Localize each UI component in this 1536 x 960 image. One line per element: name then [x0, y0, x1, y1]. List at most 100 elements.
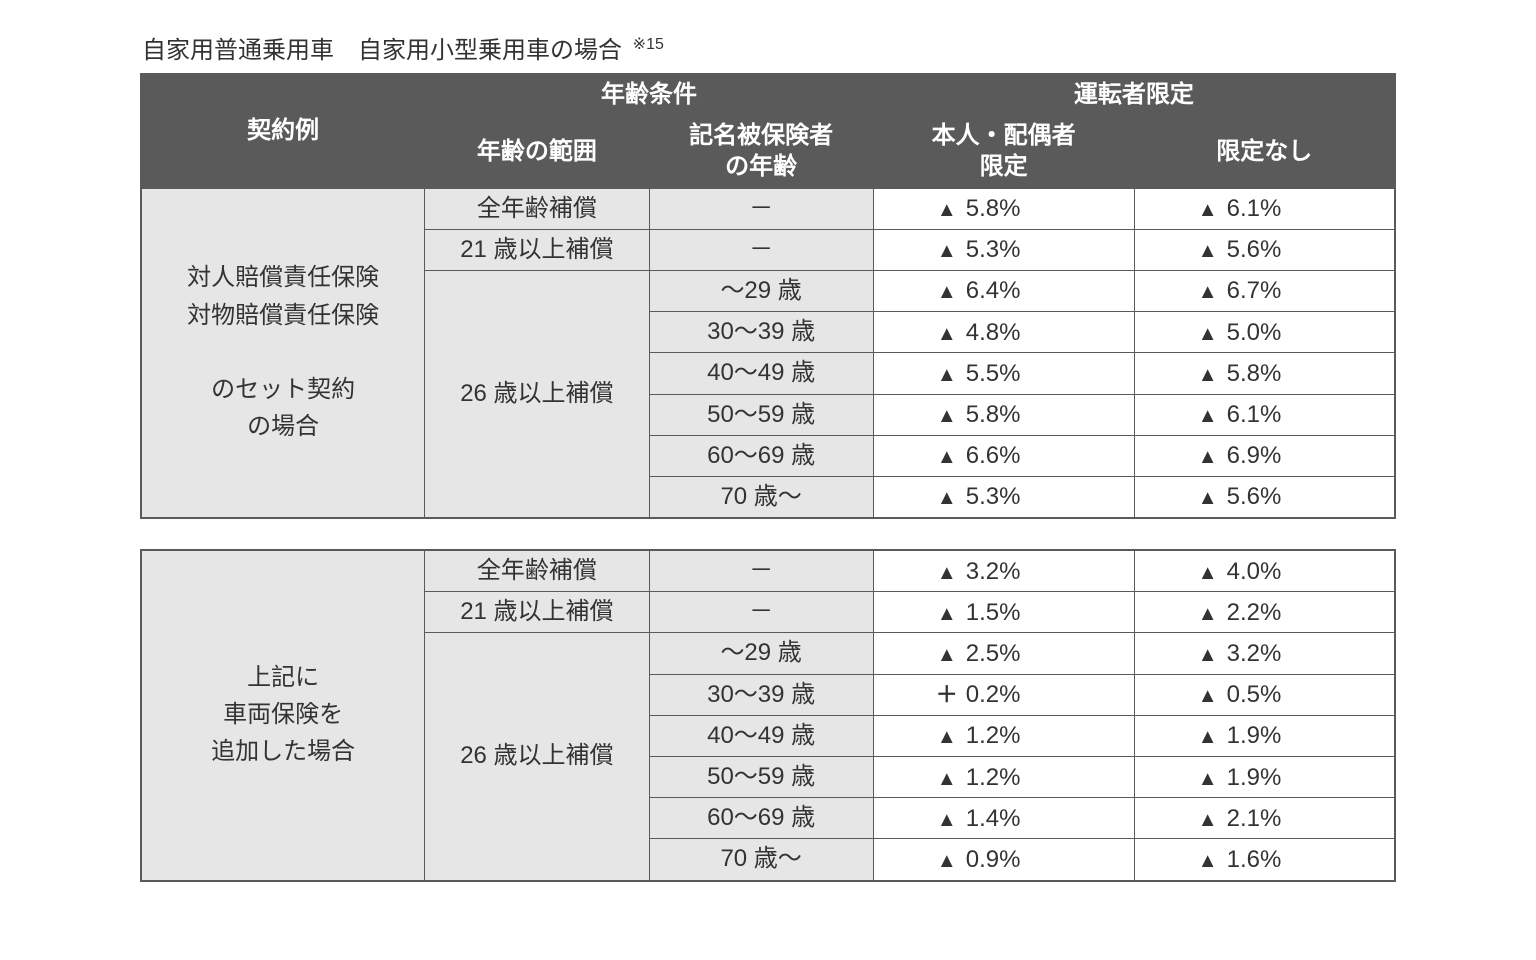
value-text: 0.2%: [966, 679, 1021, 710]
triangle-up-icon: [1197, 762, 1219, 793]
triangle-up-icon: [1197, 317, 1219, 348]
value-text: 5.6%: [1227, 234, 1282, 265]
value-text: 3.2%: [966, 556, 1021, 587]
value-cell: 6.6%: [873, 435, 1134, 476]
value-cell: 5.0%: [1134, 312, 1395, 353]
value-cell: 0.2%: [873, 674, 1134, 715]
th-driver-limit: 運転者限定: [873, 74, 1395, 116]
value-cell: 5.8%: [873, 394, 1134, 435]
value-text: 5.8%: [1227, 358, 1282, 389]
value-text: 4.8%: [966, 317, 1021, 348]
value-cell: 1.9%: [1134, 715, 1395, 756]
triangle-up-icon: [936, 720, 958, 751]
value-cell: 1.2%: [873, 715, 1134, 756]
tbody-1: 対人賠償責任保険対物賠償責任保険のセット契約の場合全年齢補償－5.8%6.1%2…: [141, 188, 1395, 518]
value-cell: 3.2%: [1134, 633, 1395, 674]
age-range-cell: 26 歳以上補償: [425, 270, 649, 518]
value-text: 1.6%: [1227, 844, 1282, 875]
value-text: 1.2%: [966, 762, 1021, 793]
age-range-cell: 26 歳以上補償: [425, 633, 649, 881]
named-age-cell: 60～69 歳: [649, 798, 873, 839]
value-cell: 6.9%: [1134, 435, 1395, 476]
value-text: 5.5%: [966, 358, 1021, 389]
th-age-cond: 年齢条件: [425, 74, 874, 116]
value-text: 6.7%: [1227, 275, 1282, 306]
value-cell: 4.8%: [873, 312, 1134, 353]
value-cell: 5.5%: [873, 353, 1134, 394]
value-cell: 0.9%: [873, 839, 1134, 881]
table-row: 上記に車両保険を追加した場合全年齢補償－3.2%4.0%: [141, 550, 1395, 592]
value-cell: 1.2%: [873, 757, 1134, 798]
value-cell: 2.2%: [1134, 592, 1395, 633]
named-age-cell: －: [649, 229, 873, 270]
age-range-cell: 21 歳以上補償: [425, 229, 649, 270]
page-heading: 自家用普通乗用車 自家用小型乗用車の場合 ※15: [142, 30, 1396, 65]
triangle-up-icon: [1197, 803, 1219, 834]
triangle-up-icon: [1197, 275, 1219, 306]
value-cell: 1.4%: [873, 798, 1134, 839]
triangle-up-icon: [1197, 597, 1219, 628]
th-contract: 契約例: [141, 74, 425, 188]
triangle-up-icon: [1197, 481, 1219, 512]
triangle-up-icon: [1197, 638, 1219, 669]
value-cell: 2.1%: [1134, 798, 1395, 839]
value-text: 5.3%: [966, 481, 1021, 512]
value-text: 5.0%: [1227, 317, 1282, 348]
value-text: 1.9%: [1227, 720, 1282, 751]
value-text: 6.6%: [966, 440, 1021, 471]
named-age-cell: 40～49 歳: [649, 353, 873, 394]
value-text: 5.8%: [966, 399, 1021, 430]
triangle-up-icon: [1197, 399, 1219, 430]
value-text: 3.2%: [1227, 638, 1282, 669]
value-text: 1.4%: [966, 803, 1021, 834]
triangle-up-icon: [936, 193, 958, 224]
th-no-limit: 限定なし: [1134, 116, 1395, 188]
value-cell: 6.1%: [1134, 188, 1395, 229]
triangle-up-icon: [1197, 720, 1219, 751]
value-cell: 1.6%: [1134, 839, 1395, 881]
triangle-up-icon: [936, 440, 958, 471]
triangle-up-icon: [936, 844, 958, 875]
tbody-2: 上記に車両保険を追加した場合全年齢補償－3.2%4.0%21 歳以上補償－1.5…: [141, 550, 1395, 881]
value-text: 1.5%: [966, 597, 1021, 628]
value-text: 2.5%: [966, 638, 1021, 669]
triangle-up-icon: [1197, 358, 1219, 389]
value-text: 6.1%: [1227, 399, 1282, 430]
value-cell: 5.8%: [873, 188, 1134, 229]
rate-table-1: 契約例 年齢条件 運転者限定 年齢の範囲 記名被保険者 の年齢 本人・配偶者 限…: [140, 73, 1396, 519]
value-cell: 3.2%: [873, 550, 1134, 592]
triangle-up-icon: [1197, 679, 1219, 710]
contract-label: 上記に車両保険を追加した場合: [141, 550, 425, 881]
value-cell: 4.0%: [1134, 550, 1395, 592]
value-text: 2.1%: [1227, 803, 1282, 834]
value-cell: 2.5%: [873, 633, 1134, 674]
heading-text: 自家用普通乗用車 自家用小型乗用車の場合: [142, 37, 622, 64]
value-cell: 6.7%: [1134, 270, 1395, 311]
named-age-cell: 30～39 歳: [649, 312, 873, 353]
value-cell: 5.8%: [1134, 353, 1395, 394]
header-row-1: 契約例 年齢条件 運転者限定: [141, 74, 1395, 116]
rate-table-2: 上記に車両保険を追加した場合全年齢補償－3.2%4.0%21 歳以上補償－1.5…: [140, 549, 1396, 882]
value-cell: 0.5%: [1134, 674, 1395, 715]
th-named-age: 記名被保険者 の年齢: [649, 116, 873, 188]
named-age-cell: －: [649, 550, 873, 592]
named-age-cell: ～29 歳: [649, 270, 873, 311]
named-age-cell: －: [649, 592, 873, 633]
value-cell: 5.6%: [1134, 229, 1395, 270]
th-spouse: 本人・配偶者 限定: [873, 116, 1134, 188]
value-text: 1.2%: [966, 720, 1021, 751]
named-age-cell: －: [649, 188, 873, 229]
triangle-up-icon: [936, 317, 958, 348]
named-age-cell: 50～59 歳: [649, 757, 873, 798]
named-age-cell: 70 歳～: [649, 476, 873, 518]
value-text: 6.4%: [966, 275, 1021, 306]
triangle-up-icon: [936, 275, 958, 306]
value-text: 2.2%: [1227, 597, 1282, 628]
triangle-up-icon: [936, 358, 958, 389]
value-text: 0.5%: [1227, 679, 1282, 710]
age-range-cell: 全年齢補償: [425, 550, 649, 592]
contract-label: 対人賠償責任保険対物賠償責任保険のセット契約の場合: [141, 188, 425, 518]
value-cell: 6.1%: [1134, 394, 1395, 435]
plus-icon: [936, 679, 958, 710]
heading-note: ※15: [633, 36, 664, 53]
